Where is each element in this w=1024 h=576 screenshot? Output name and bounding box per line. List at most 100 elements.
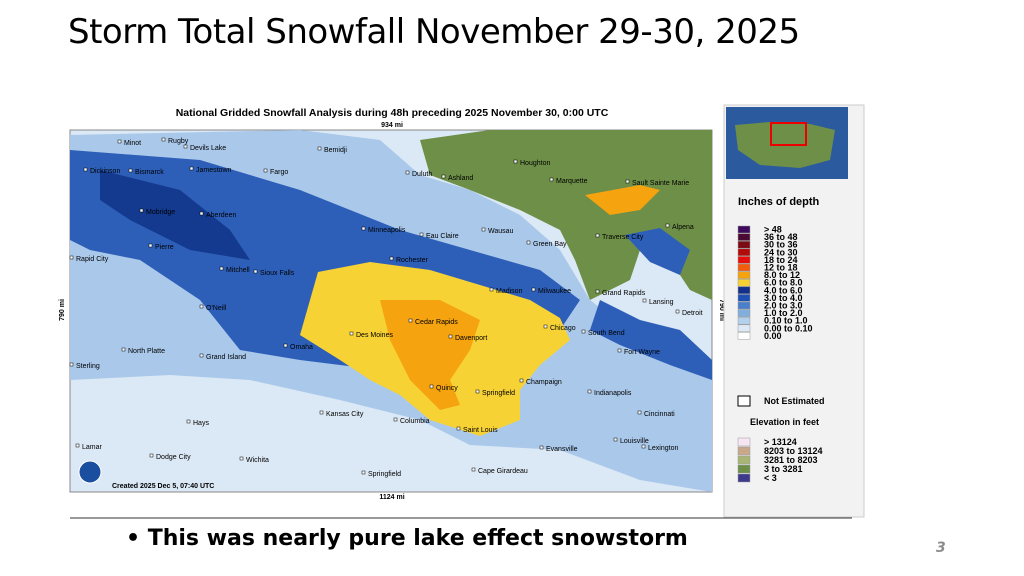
city-label: Cedar Rapids — [415, 319, 458, 326]
city-marker — [581, 329, 586, 334]
city-label: Mitchell — [226, 267, 250, 274]
legend-swatch — [737, 248, 751, 257]
legend-swatch — [737, 316, 751, 325]
city-label: Kansas City — [326, 411, 364, 418]
credit: Created 2025 Dec 5, 07:40 UTC — [112, 483, 214, 490]
city-marker — [317, 146, 322, 151]
city-label: Devils Lake — [190, 145, 226, 152]
land-low — [420, 130, 712, 300]
legend-label: 24 to 30 — [764, 247, 798, 257]
city-label: Madison — [496, 288, 523, 295]
legend-swatch — [737, 395, 751, 407]
noaa-logo — [78, 460, 102, 484]
city-marker — [253, 269, 258, 274]
city-label: Eau Claire — [426, 233, 459, 240]
city-marker — [642, 298, 647, 303]
snow-band — [590, 300, 712, 380]
city-marker — [429, 384, 434, 389]
city-label: Dickinson — [90, 168, 120, 175]
city-label: Omaha — [290, 344, 313, 351]
legend-swatch — [737, 455, 751, 465]
city-marker — [595, 233, 600, 238]
city-marker — [219, 266, 224, 271]
city-label: Lexington — [648, 445, 678, 452]
city-label: Quincy — [436, 385, 458, 392]
legend-swatch — [737, 225, 751, 234]
city-marker — [549, 177, 554, 182]
legend-swatch — [737, 301, 751, 310]
city-marker — [199, 211, 204, 216]
snow-band — [625, 228, 690, 275]
legend-title: Inches of depth — [738, 196, 820, 208]
city-label: Hays — [193, 420, 209, 427]
legend-swatch — [737, 309, 751, 317]
city-marker — [161, 137, 166, 142]
city-marker — [121, 347, 126, 352]
city-label: Milwaukee — [538, 288, 571, 295]
city-label: Columbia — [400, 418, 430, 425]
city-label: Jamestown — [196, 167, 232, 174]
city-label: Lamar — [82, 444, 103, 451]
city-marker — [117, 139, 122, 144]
city-label: Rochester — [396, 257, 429, 264]
city-label: Evansville — [546, 446, 578, 453]
city-label: Detroit — [682, 310, 703, 317]
map-image — [69, 129, 713, 493]
legend-swatch — [737, 286, 751, 295]
city-marker — [349, 331, 354, 336]
city-label: Dodge City — [156, 454, 191, 461]
city-marker — [148, 243, 153, 248]
city-label: South Bend — [588, 330, 625, 337]
city-marker — [456, 426, 461, 431]
legend-swatch — [737, 240, 751, 249]
city-label: Louisville — [620, 438, 649, 445]
city-marker — [665, 223, 670, 228]
city-marker — [393, 417, 398, 422]
city-marker — [489, 287, 494, 292]
city-label: Fort Wayne — [624, 349, 660, 356]
city-label: Sault Sainte Marie — [632, 180, 689, 187]
city-marker — [513, 159, 518, 164]
city-marker — [675, 309, 680, 314]
legend-label: Not Estimated — [764, 396, 825, 406]
city-label: Ashland — [448, 175, 473, 182]
city-marker — [199, 304, 204, 309]
legend-label: > 13124 — [764, 437, 797, 447]
scale-label: 1124 mi — [379, 494, 404, 501]
city-label: Rapid City — [76, 256, 109, 263]
legend-swatch — [737, 332, 751, 340]
city-marker — [69, 362, 74, 367]
legend-label: 18 to 24 — [764, 255, 798, 265]
city-marker — [189, 166, 194, 171]
legend-swatch — [737, 324, 751, 333]
city-label: Springfield — [482, 390, 515, 397]
city-marker — [419, 232, 424, 237]
legend-label: > 48 — [764, 225, 782, 235]
city-marker — [139, 208, 144, 213]
city-marker — [526, 240, 531, 245]
city-label: Marquette — [556, 178, 588, 185]
city-marker — [149, 453, 154, 458]
city-label: Traverse City — [602, 234, 644, 241]
city-marker — [361, 226, 366, 231]
city-label: Lansing — [649, 299, 674, 306]
city-marker — [408, 318, 413, 323]
city-marker — [319, 410, 324, 415]
city-label: Saint Louis — [463, 427, 498, 434]
legend-title: Elevation in feet — [750, 417, 819, 427]
city-label: Bismarck — [135, 169, 164, 176]
bullet-text: • This was nearly pure lake effect snows… — [126, 526, 688, 551]
city-label: Grand Island — [206, 354, 246, 361]
city-label: Champaign — [526, 379, 562, 386]
legend-label: 30 to 36 — [764, 240, 798, 250]
city-marker — [539, 445, 544, 450]
snow-band — [100, 170, 250, 260]
city-label: Grand Rapids — [602, 290, 646, 297]
city-marker — [283, 343, 288, 348]
map-title: National Gridded Snowfall Analysis durin… — [176, 107, 609, 119]
city-marker — [239, 456, 244, 461]
legend-label: 1.0 to 2.0 — [764, 308, 803, 318]
city-label: Green Bay — [533, 241, 567, 248]
city-label: Indianapolis — [594, 390, 632, 397]
